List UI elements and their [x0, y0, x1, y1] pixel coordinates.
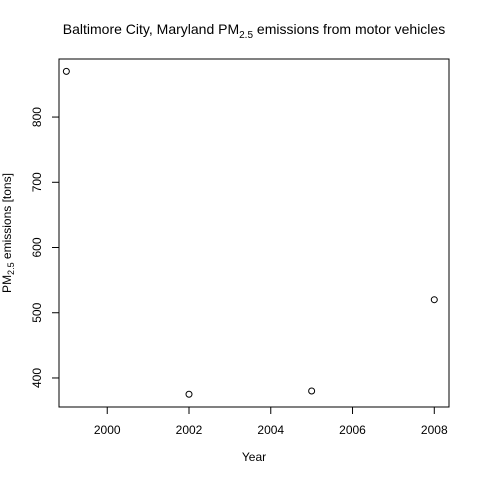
data-point	[62, 67, 70, 75]
y-tick-label: 700	[30, 172, 44, 192]
x-tick-label: 2006	[339, 423, 366, 437]
x-axis: 2000 2002 2004 2006 2008	[94, 406, 448, 437]
y-axis-title: PM2.5 emissions [tons]	[0, 173, 16, 293]
y-tick-label: 500	[30, 302, 44, 322]
x-tick-label: 2000	[94, 423, 121, 437]
x-tick-label: 2004	[257, 423, 284, 437]
data-point	[308, 387, 316, 395]
chart-title-subscript: 2.5	[239, 30, 253, 41]
y-tick-label: 800	[30, 107, 44, 127]
data-point	[430, 296, 438, 304]
y-axis-title-suffix: emissions [tons]	[0, 173, 14, 262]
x-axis-title: Year	[242, 450, 266, 464]
y-axis-title-prefix: PM	[0, 275, 14, 293]
plot-frame	[58, 58, 450, 408]
data-points	[62, 67, 438, 398]
x-tick-label: 2008	[421, 423, 448, 437]
chart-title: Baltimore City, Maryland PM2.5 emissions…	[63, 21, 445, 41]
chart-title-prefix: Baltimore City, Maryland PM	[63, 21, 239, 37]
chart-title-suffix: emissions from motor vehicles	[253, 21, 445, 37]
y-axis-title-subscript: 2.5	[6, 262, 16, 275]
y-tick-label: 400	[30, 368, 44, 388]
data-point	[185, 390, 193, 398]
y-axis: 400 500 600 700 800	[30, 107, 60, 388]
y-tick-label: 600	[30, 237, 44, 257]
x-tick-label: 2002	[176, 423, 203, 437]
